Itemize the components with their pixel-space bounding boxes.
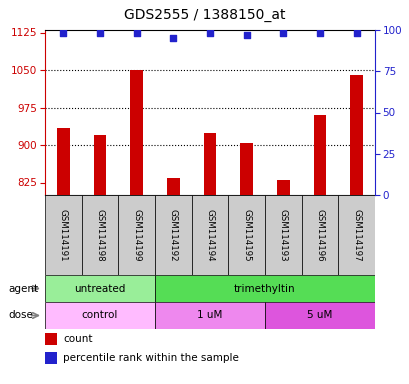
Point <box>316 30 322 36</box>
Point <box>206 30 213 36</box>
Point <box>60 30 66 36</box>
Bar <box>301 195 337 275</box>
Bar <box>240 142 252 195</box>
Text: count: count <box>63 334 92 344</box>
Bar <box>130 70 143 195</box>
Text: 1 uM: 1 uM <box>197 311 222 321</box>
Text: GSM114192: GSM114192 <box>169 209 178 262</box>
Bar <box>349 75 362 195</box>
Point <box>170 35 176 41</box>
Text: GSM114191: GSM114191 <box>58 209 67 262</box>
Text: agent: agent <box>8 283 38 293</box>
Text: GSM114195: GSM114195 <box>242 209 251 262</box>
Bar <box>155 195 191 275</box>
Bar <box>276 180 289 195</box>
Bar <box>45 195 81 275</box>
Point <box>133 30 139 36</box>
Text: GSM114196: GSM114196 <box>315 209 324 262</box>
Text: GSM114199: GSM114199 <box>132 209 141 261</box>
Bar <box>45 302 155 329</box>
Bar <box>337 195 374 275</box>
Text: GSM114198: GSM114198 <box>95 209 104 262</box>
Text: GSM114197: GSM114197 <box>351 209 360 262</box>
Bar <box>57 127 70 195</box>
Text: GSM114193: GSM114193 <box>278 209 287 262</box>
Point <box>353 30 359 36</box>
Point <box>97 30 103 36</box>
Text: trimethyltin: trimethyltin <box>234 283 295 293</box>
Point <box>279 30 286 36</box>
Bar <box>228 195 264 275</box>
Bar <box>313 115 326 195</box>
Point <box>243 32 249 38</box>
Bar <box>93 135 106 195</box>
Text: GDS2555 / 1388150_at: GDS2555 / 1388150_at <box>124 8 285 22</box>
Bar <box>203 132 216 195</box>
Bar <box>264 195 301 275</box>
Bar <box>45 352 56 364</box>
Bar <box>166 177 179 195</box>
Bar <box>264 302 374 329</box>
Text: percentile rank within the sample: percentile rank within the sample <box>63 353 238 363</box>
Bar <box>118 195 155 275</box>
Bar <box>155 275 374 302</box>
Bar <box>191 195 228 275</box>
Text: untreated: untreated <box>74 283 126 293</box>
Text: 5 uM: 5 uM <box>307 311 332 321</box>
Bar <box>45 333 56 345</box>
Bar <box>45 275 155 302</box>
Bar <box>81 195 118 275</box>
Text: GSM114194: GSM114194 <box>205 209 214 262</box>
Bar <box>155 302 264 329</box>
Text: dose: dose <box>8 311 33 321</box>
Text: control: control <box>82 311 118 321</box>
